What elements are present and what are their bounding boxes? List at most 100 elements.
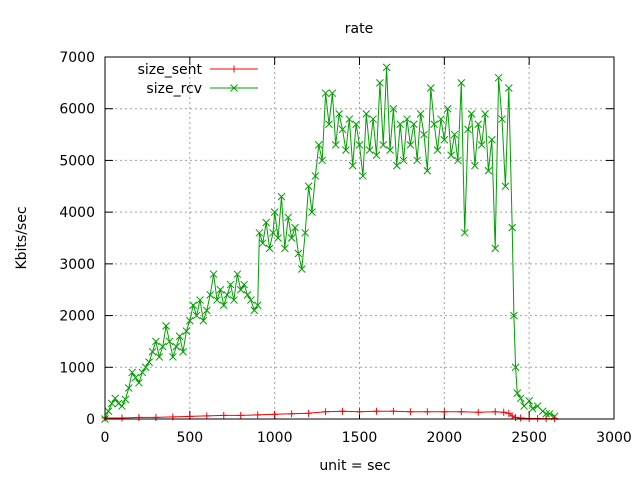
cross-marker-b <box>230 296 238 304</box>
ticks: 0 1000 2000 3000 4000 5000 6000 7000 0 500 1000 150… <box>59 50 631 446</box>
data-point-size_rcv <box>258 239 267 248</box>
cross-marker-b <box>196 296 204 304</box>
y-tick-label: 3000 <box>59 257 95 273</box>
data-point-size_rcv <box>287 234 296 242</box>
cross-marker-b <box>365 146 374 154</box>
data-point-size_rcv <box>342 146 350 154</box>
data-point-size_rcv <box>152 337 160 346</box>
cross-marker-b <box>335 110 343 118</box>
cross-marker-b <box>138 368 147 377</box>
cross-marker-b <box>440 135 449 144</box>
cross-marker-b <box>525 397 534 405</box>
data-point-size_rcv <box>107 399 116 408</box>
cross-marker-b <box>308 208 316 216</box>
data-point-size_rcv <box>304 182 313 191</box>
series <box>101 63 559 423</box>
cross-marker-b <box>342 146 350 154</box>
cross-marker-b <box>501 182 510 191</box>
data-point-size_rcv <box>328 89 337 98</box>
cross-marker-b <box>447 151 455 160</box>
cross-marker-b <box>216 285 225 294</box>
data-point-size_rcv <box>474 120 483 129</box>
data-point-size_rcv <box>498 115 506 123</box>
data-point-size_rcv <box>409 120 418 129</box>
cross-marker-b <box>348 161 357 170</box>
data-point-size_rcv <box>162 322 170 330</box>
data-point-size_rcv <box>202 306 211 315</box>
cross-marker-b <box>433 146 442 154</box>
data-point-size_sent <box>406 408 414 416</box>
cross-marker-b <box>172 342 181 351</box>
data-point-size_rcv <box>145 358 153 366</box>
data-point-size_sent <box>288 410 296 418</box>
cross-marker-b <box>464 125 472 134</box>
x-tick-label: 0 <box>101 430 110 446</box>
data-point-size_sent <box>440 408 448 416</box>
cross-marker-b <box>504 84 513 92</box>
cross-marker-b <box>121 395 130 404</box>
data-point-size_rcv <box>471 161 479 170</box>
cross-marker-b <box>240 280 248 289</box>
cross-marker-b <box>189 301 198 310</box>
cross-marker-b <box>206 291 215 299</box>
plot-frame <box>104 56 615 420</box>
cross-marker-b <box>250 306 259 315</box>
data-point-size_rcv <box>382 63 391 72</box>
cross-marker-b <box>284 213 293 222</box>
data-point-size_sent <box>534 414 542 422</box>
cross-marker-b <box>111 394 120 403</box>
data-point-size_rcv <box>104 407 113 416</box>
cross-marker-b <box>145 358 153 366</box>
data-point-size_rcv <box>426 84 435 92</box>
cross-marker-b <box>209 270 218 279</box>
cross-marker-b <box>528 404 537 413</box>
data-point-size_rcv <box>348 161 357 170</box>
cross-marker-b <box>352 120 360 129</box>
data-point-size_rcv <box>392 161 401 170</box>
y-tick-label: 6000 <box>59 102 95 118</box>
cross-marker-b <box>165 337 174 346</box>
cross-marker-b <box>270 208 279 216</box>
cross-marker-b <box>513 389 522 397</box>
series-size_rcv <box>101 63 559 423</box>
cross-marker-b <box>454 156 462 165</box>
cross-marker-b <box>158 342 167 351</box>
data-point-size_sent <box>389 407 397 415</box>
data-point-size_rcv <box>447 151 455 160</box>
data-point-size_rcv <box>265 244 274 253</box>
cross-marker-b <box>426 84 435 92</box>
data-point-size_rcv <box>513 389 522 397</box>
cross-marker-b <box>202 306 211 315</box>
data-point-size_rcv <box>359 172 367 180</box>
cross-marker-b <box>185 316 194 325</box>
data-point-size_rcv <box>335 110 343 118</box>
data-point-size_rcv <box>450 130 459 139</box>
cross-marker-b <box>437 115 445 123</box>
cross-marker-b <box>213 296 221 304</box>
data-point-size_rcv <box>206 291 215 299</box>
data-point-size_sent <box>356 408 363 416</box>
cross-marker-b <box>430 120 439 129</box>
legend-label-size_rcv: size_rcv <box>146 81 202 97</box>
data-point-size_rcv <box>240 280 248 289</box>
data-point-size_rcv <box>219 301 228 310</box>
cross-marker-b <box>169 353 177 361</box>
cross-marker-b <box>467 110 476 118</box>
cross-marker-b <box>338 125 347 134</box>
cross-marker-b <box>233 270 242 279</box>
cross-marker-b <box>382 63 391 72</box>
cross-marker-b <box>542 409 550 418</box>
cross-marker-b <box>423 166 432 175</box>
x-axis-label: unit = sec <box>319 458 390 474</box>
data-point-size_rcv <box>318 156 327 165</box>
data-point-size_rcv <box>114 399 123 408</box>
data-point-size_rcv <box>182 327 191 335</box>
cross-marker-b <box>155 353 164 361</box>
data-point-size_rcv <box>420 130 428 139</box>
data-point-size_rcv <box>148 347 157 356</box>
x-tick-label: 1500 <box>342 430 378 446</box>
cross-marker-b <box>104 407 113 416</box>
data-point-size_rcv <box>399 156 408 165</box>
data-point-size_rcv <box>226 280 235 289</box>
